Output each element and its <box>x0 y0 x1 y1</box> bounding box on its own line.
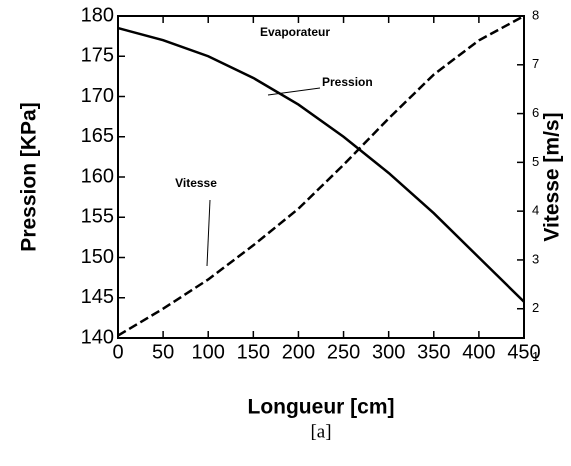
y-tick-label: 180 <box>81 4 114 26</box>
x-tick-label: 100 <box>192 341 225 363</box>
annotation: Pression <box>322 75 373 89</box>
y-tick-label: 150 <box>81 246 114 268</box>
annotation: Evaporateur <box>260 25 330 39</box>
line-series <box>117 26 525 303</box>
x-tick-label: 250 <box>327 341 360 363</box>
y2-tick-label: 3 <box>532 251 539 266</box>
y-tick-label: 165 <box>81 125 114 147</box>
y2-tick-label: 4 <box>532 203 539 218</box>
x-axis-label: Longueur [cm] <box>248 396 395 419</box>
y-axis-label: Pression [KPa] <box>18 102 41 251</box>
y-tick-label: 170 <box>81 85 114 107</box>
caption: [a] <box>310 421 331 442</box>
y2-tick-label: 2 <box>532 300 539 315</box>
y-tick-label: 140 <box>81 326 114 348</box>
x-tick-label: 400 <box>462 341 495 363</box>
y2-tick-label: 7 <box>532 56 539 71</box>
x-tick-label: 200 <box>282 341 315 363</box>
y-tick-label: 145 <box>81 286 114 308</box>
line-series <box>117 14 525 337</box>
y2-tick-label: 5 <box>532 154 539 169</box>
y2-tick-label: 1 <box>532 349 539 364</box>
annotation: Vitesse <box>175 176 217 190</box>
leader-line <box>267 87 321 96</box>
y-tick-label: 160 <box>81 165 114 187</box>
y-tick-label: 155 <box>81 206 114 228</box>
y2-axis-label: Vitesse [m/s] <box>541 112 564 241</box>
x-tick-label: 300 <box>372 341 405 363</box>
y2-tick-label: 6 <box>532 105 539 120</box>
x-tick-label: 50 <box>152 341 174 363</box>
x-tick-label: 0 <box>112 341 123 363</box>
y-tick-label: 175 <box>81 45 114 67</box>
leader-line <box>206 199 211 267</box>
x-tick-label: 350 <box>417 341 450 363</box>
x-tick-label: 450 <box>507 341 540 363</box>
x-tick-label: 150 <box>237 341 270 363</box>
y2-tick-label: 8 <box>532 7 539 22</box>
